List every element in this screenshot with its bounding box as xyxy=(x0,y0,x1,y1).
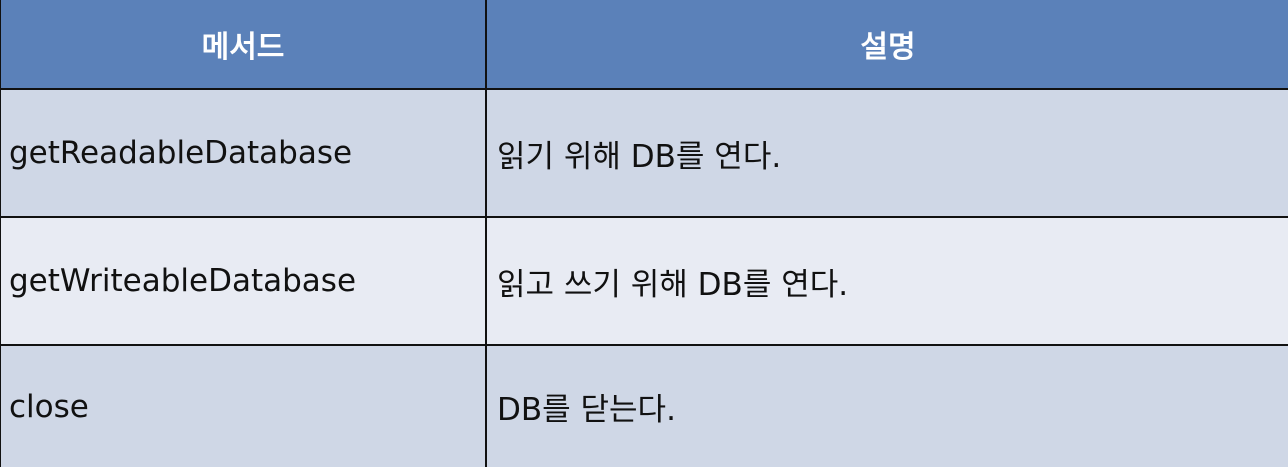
table-header: 메서드 설명 xyxy=(0,0,1288,90)
header-description: 설명 xyxy=(485,0,1288,90)
table-body: getReadableDatabase 읽기 위해 DB를 연다. getWri… xyxy=(0,88,1288,467)
method-description-cell: 읽고 쓰기 위해 DB를 연다. xyxy=(485,216,1288,346)
table-row: getWriteableDatabase 읽고 쓰기 위해 DB를 연다. xyxy=(0,216,1288,346)
method-description-cell: 읽기 위해 DB를 연다. xyxy=(485,88,1288,218)
header-method: 메서드 xyxy=(0,0,487,90)
method-name-cell: getReadableDatabase xyxy=(0,88,487,218)
table-row: getReadableDatabase 읽기 위해 DB를 연다. xyxy=(0,88,1288,218)
method-name-cell: close xyxy=(0,344,487,467)
method-name-cell: getWriteableDatabase xyxy=(0,216,487,346)
header-row: 메서드 설명 xyxy=(0,0,1288,90)
method-description-cell: DB를 닫는다. xyxy=(485,344,1288,467)
table-row: close DB를 닫는다. xyxy=(0,344,1288,467)
